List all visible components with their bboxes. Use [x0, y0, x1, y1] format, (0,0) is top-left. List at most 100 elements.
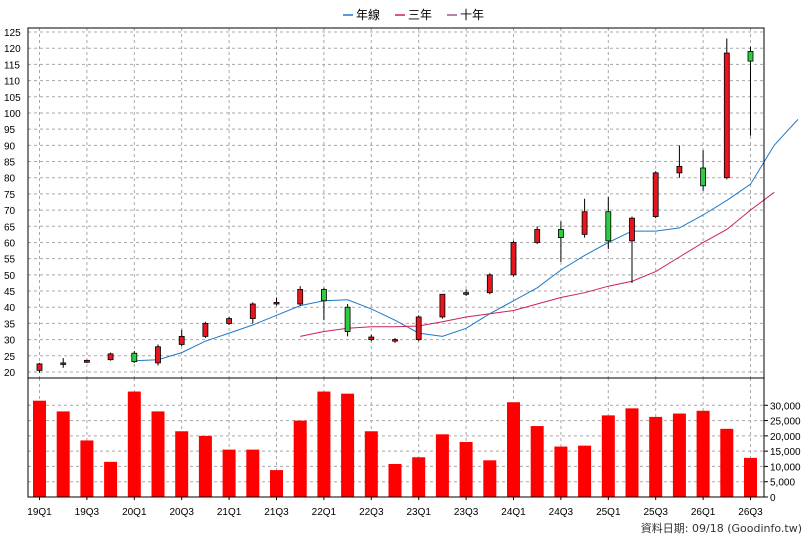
- y-tick-label: 70: [4, 206, 16, 217]
- y-tick-label: 65: [4, 222, 16, 233]
- candle-body: [107, 353, 114, 361]
- volume-tick-label: 20,000: [770, 432, 801, 443]
- volume-tick-label: 30,000: [770, 401, 801, 412]
- legend-item: 三年: [395, 8, 432, 22]
- y-tick-label: 60: [4, 238, 16, 249]
- candle: [60, 358, 67, 368]
- candle: [249, 302, 256, 324]
- candle-body: [439, 293, 446, 318]
- candle-body: [202, 323, 209, 337]
- volume-tick-label: 15,000: [770, 447, 801, 458]
- price-candles: [36, 38, 754, 373]
- candle-body: [36, 363, 43, 371]
- candle: [226, 316, 233, 326]
- x-tick-label: 22Q1: [312, 507, 337, 518]
- volume-bar: [270, 470, 283, 497]
- volume-tick-label: 0: [770, 493, 776, 504]
- volume-bar: [601, 415, 615, 497]
- x-tick-label: 22Q3: [359, 507, 384, 518]
- candle-body: [60, 362, 67, 365]
- volume-bar: [198, 435, 212, 497]
- candle-body: [368, 336, 375, 341]
- volume-bar: [175, 431, 189, 497]
- candle: [273, 297, 280, 306]
- legend-label: 十年: [460, 8, 484, 22]
- volume-bar: [341, 393, 355, 497]
- volume-bar: [293, 420, 307, 497]
- x-tick-label: 26Q3: [738, 507, 763, 518]
- y-tick-label: 80: [4, 174, 16, 185]
- legend-item: 年線: [343, 7, 380, 22]
- candle-body: [297, 289, 304, 305]
- volume-bar: [720, 428, 734, 497]
- volume-bar: [412, 457, 426, 497]
- volume-bar: [317, 391, 331, 497]
- candle: [510, 240, 517, 277]
- candle-body: [581, 211, 588, 235]
- x-tick-label: 21Q1: [217, 507, 242, 518]
- volume-tick-label: 10,000: [770, 462, 801, 473]
- volume-bar: [435, 434, 449, 497]
- price-y-axis: 20 25 30 35 40 45 50 55 60 65 70 75 80 85 90 95 100 105 11…: [4, 28, 21, 379]
- x-tick-label: 21Q3: [264, 507, 289, 518]
- volume-bar: [459, 441, 473, 497]
- volume-bar: [246, 449, 260, 497]
- volume-bar: [56, 411, 70, 497]
- candle: [107, 352, 114, 361]
- y-tick-label: 50: [4, 271, 16, 282]
- x-axis: 19Q1 19Q3 20Q1 20Q3 21Q1 21Q3 22Q1 22Q3 23Q1 23Q3…: [27, 497, 763, 518]
- candle-body: [463, 292, 470, 295]
- y-tick-label: 30: [4, 336, 16, 347]
- y-tick-label: 75: [4, 190, 16, 201]
- volume-bar: [388, 463, 402, 497]
- volume-tick-label: 5,000: [770, 478, 795, 489]
- y-tick-label: 20: [4, 368, 16, 379]
- candle-body: [510, 242, 517, 276]
- candle: [84, 359, 90, 363]
- candle: [747, 46, 754, 136]
- candle-body: [415, 316, 422, 341]
- candle: [297, 286, 304, 306]
- legend-label: 三年: [408, 8, 432, 22]
- candle-body: [605, 211, 612, 242]
- volume-bar: [744, 457, 757, 497]
- volume-bars: [33, 391, 757, 497]
- x-tick-label: 26Q1: [691, 507, 716, 518]
- candle-body: [486, 274, 493, 294]
- candle: [558, 221, 564, 262]
- candle-body: [676, 165, 683, 174]
- volume-grid: [28, 378, 764, 497]
- y-tick-label: 45: [4, 287, 16, 298]
- candle-body: [273, 301, 280, 305]
- candle-body: [320, 289, 327, 302]
- moving-average-lines: [134, 119, 799, 362]
- x-tick-label: 24Q3: [549, 507, 574, 518]
- y-tick-label: 85: [4, 158, 16, 169]
- volume-bar: [80, 440, 94, 497]
- candle: [534, 226, 541, 245]
- candle: [131, 350, 138, 363]
- candle-body: [747, 51, 754, 62]
- candle: [700, 150, 706, 191]
- candle: [605, 197, 612, 249]
- x-tick-label: 20Q3: [169, 507, 194, 518]
- candle: [723, 38, 730, 180]
- x-tick-label: 24Q1: [501, 507, 526, 518]
- candle: [463, 289, 470, 296]
- candle-body: [652, 172, 659, 217]
- candle-body: [226, 318, 233, 324]
- volume-bar: [483, 460, 497, 497]
- candle: [581, 198, 588, 238]
- candle-body: [534, 229, 541, 243]
- volume-bar: [222, 449, 236, 497]
- volume-tick-label: 25,000: [770, 417, 801, 428]
- candle: [392, 338, 398, 343]
- volume-panel-frame: [27, 377, 765, 498]
- y-tick-label: 90: [4, 141, 16, 152]
- x-tick-label: 19Q1: [27, 507, 52, 518]
- candle: [344, 304, 351, 337]
- y-tick-label: 125: [4, 28, 21, 39]
- y-tick-label: 40: [4, 303, 16, 314]
- candle-body: [131, 352, 138, 363]
- y-tick-label: 110: [4, 77, 20, 88]
